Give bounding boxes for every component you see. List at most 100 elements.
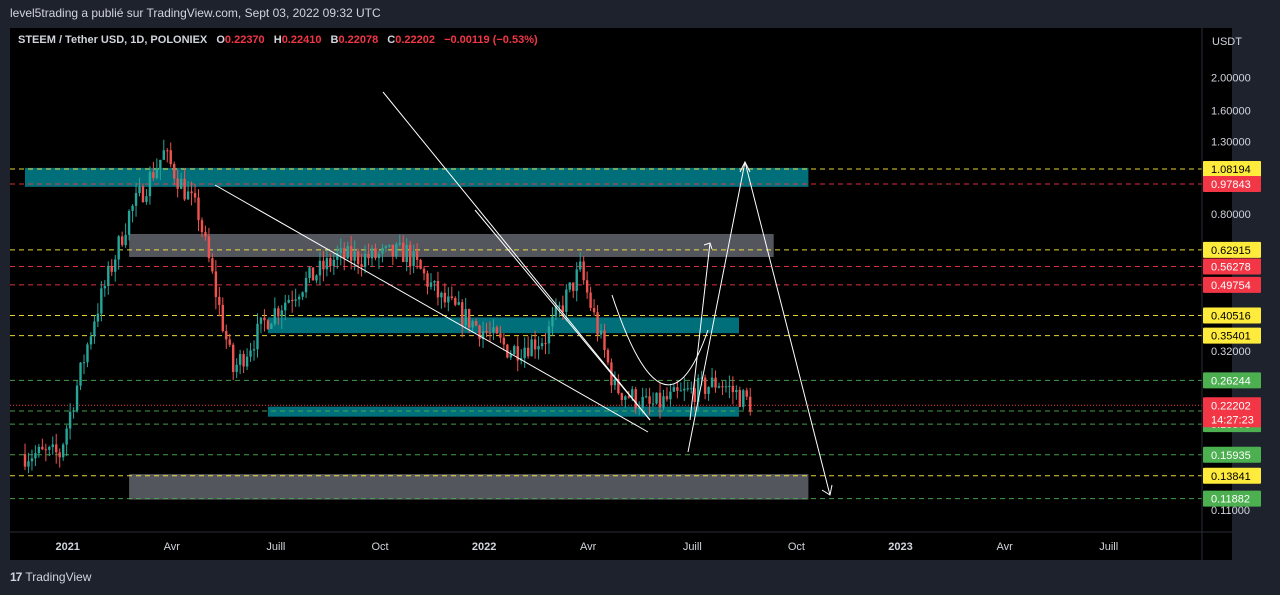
- candle-body: [495, 327, 499, 334]
- candle-body: [474, 321, 478, 326]
- candle-body: [735, 390, 738, 393]
- high-value: 0.22410: [281, 34, 322, 46]
- price-label: 0.26244: [1211, 375, 1251, 387]
- candle-body: [176, 178, 179, 189]
- candle-body: [75, 385, 79, 411]
- candle-body: [717, 386, 721, 388]
- price-axis-tick: 0.11000: [1211, 505, 1250, 517]
- candle-body: [696, 377, 700, 402]
- open-value: 0.22370: [224, 34, 265, 46]
- candle-body: [572, 282, 575, 291]
- candle-body: [617, 378, 620, 394]
- candle-body: [228, 339, 231, 345]
- price-label-bg: [1203, 258, 1261, 275]
- candle-body: [82, 362, 86, 364]
- candle-body: [148, 172, 152, 197]
- candle-body: [152, 172, 155, 179]
- candle-body: [627, 396, 630, 398]
- candle-body: [37, 446, 41, 454]
- candle-body: [377, 253, 381, 259]
- candle-body: [93, 321, 96, 337]
- candle-body: [641, 396, 644, 409]
- price-label-bg: [1203, 276, 1261, 293]
- candle-body: [211, 258, 214, 272]
- candle-body: [651, 403, 655, 405]
- candle-body: [558, 305, 561, 307]
- candle-body: [464, 308, 467, 326]
- candle-body: [55, 444, 58, 453]
- brand-name[interactable]: TradingView: [25, 570, 92, 584]
- candle-body: [565, 289, 568, 312]
- candle-body: [665, 396, 669, 400]
- candle-body: [183, 178, 186, 200]
- price-label: 1.08194: [1211, 164, 1251, 176]
- candle-body: [513, 346, 516, 355]
- candle-body: [454, 298, 457, 305]
- close-value: 0.22202: [395, 34, 436, 46]
- tradingview-logo-icon[interactable]: 17: [10, 570, 22, 584]
- candle-body: [256, 323, 259, 350]
- candle-body: [509, 354, 512, 358]
- time-axis-tick: Juill: [1099, 541, 1118, 553]
- price-label: 0.15935: [1211, 450, 1251, 462]
- candle-body: [606, 349, 610, 363]
- candle-body: [408, 244, 412, 267]
- candle-body: [190, 191, 193, 194]
- candle-body: [131, 205, 134, 211]
- gray-zone: [129, 233, 774, 257]
- candle-body: [440, 292, 443, 298]
- candle-body: [637, 408, 641, 410]
- current-price-label: 0.22202: [1211, 400, 1251, 412]
- candle-body: [186, 191, 190, 200]
- gray-zone: [129, 474, 809, 500]
- time-axis-tick: 2022: [472, 541, 496, 553]
- candle-body: [603, 330, 606, 350]
- candle-body: [336, 253, 339, 260]
- candle-body: [478, 325, 481, 339]
- trend-line: [214, 184, 649, 433]
- candle-body: [457, 302, 460, 305]
- candle-body: [658, 392, 662, 408]
- price-label: 0.49754: [1211, 280, 1251, 292]
- candle-body: [290, 299, 294, 301]
- candle-body: [398, 242, 401, 245]
- candle-body: [714, 377, 717, 388]
- candle-body: [579, 261, 582, 270]
- candle-body: [738, 390, 742, 407]
- price-axis-tick: 1.60000: [1211, 106, 1251, 118]
- candle-body: [683, 388, 686, 391]
- candle-body: [315, 275, 318, 281]
- candle-body: [544, 343, 547, 345]
- symbol-legend: STEEM / Tether USD, 1D, POLONIEX O0.2237…: [18, 34, 538, 46]
- time-axis-tick: Juill: [266, 541, 285, 553]
- arrow-head: [821, 484, 833, 496]
- chart-frame[interactable]: [10, 28, 1232, 560]
- candle-body: [582, 261, 585, 281]
- low-label: B: [330, 34, 339, 46]
- close-label: C: [387, 34, 396, 46]
- candle-body: [204, 232, 207, 237]
- trend-line: [382, 91, 651, 421]
- teal-zone: [25, 167, 809, 187]
- price-axis-tick: 0.80000: [1211, 209, 1251, 221]
- candle-body: [100, 288, 103, 314]
- candle-body: [332, 259, 336, 267]
- candle-body: [23, 454, 27, 467]
- candle-body: [232, 344, 235, 372]
- candle-body: [294, 299, 297, 301]
- footer: 17 TradingView: [10, 570, 91, 584]
- candle-body: [280, 310, 283, 317]
- candle-body: [221, 304, 224, 332]
- teal-zone: [267, 406, 739, 417]
- candle-body: [547, 326, 551, 344]
- symbol-name[interactable]: STEEM / Tether USD, 1D, POLONIEX: [18, 34, 208, 46]
- candle-body: [270, 323, 273, 329]
- candle-body: [516, 346, 519, 361]
- candle-body: [669, 391, 672, 400]
- candle-body: [467, 308, 471, 328]
- candle-body: [693, 388, 696, 402]
- candle-body: [707, 386, 710, 394]
- price-label: 0.62915: [1211, 245, 1251, 257]
- candle-body: [506, 344, 509, 358]
